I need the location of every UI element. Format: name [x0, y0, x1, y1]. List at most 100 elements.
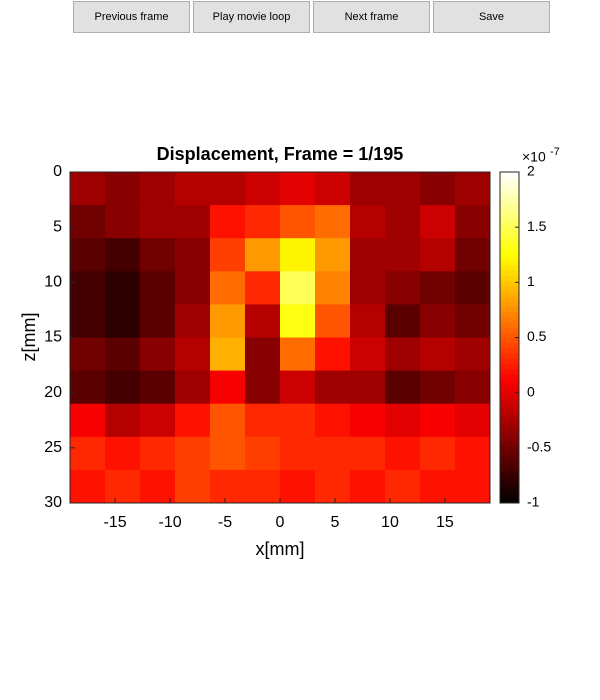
colorbar-tick-label: -0.5 [527, 439, 551, 455]
y-tick-label: 10 [44, 274, 62, 291]
heatmap-cell [280, 238, 316, 272]
heatmap-cell [350, 304, 386, 338]
heatmap-cell [420, 271, 456, 305]
heatmap-cell [455, 403, 491, 438]
colorbar-swatch [500, 415, 519, 421]
colorbar-swatch [500, 208, 519, 214]
x-tick-label: -15 [104, 514, 127, 531]
y-tick-label: 15 [44, 329, 62, 346]
colorbar-swatch [500, 482, 519, 488]
heatmap-cell [280, 337, 316, 372]
heatmap-cell [280, 469, 316, 504]
heatmap-cell [245, 403, 281, 438]
heatmap-cell [70, 337, 106, 372]
heatmap-cell [350, 403, 386, 438]
colorbar-swatch [500, 275, 519, 282]
heatmap-cell [175, 172, 211, 206]
heatmap-cell [105, 271, 141, 305]
heatmap-cell [175, 370, 211, 405]
colorbar-swatch [500, 394, 519, 401]
button[interactable]: Previous frame [73, 1, 190, 33]
colorbar-swatch [500, 213, 519, 220]
heatmap-cell [315, 205, 351, 239]
colorbar-tick-label: 2 [527, 163, 535, 179]
heatmap-cell [175, 403, 211, 438]
colorbar-swatch [500, 404, 519, 411]
colorbar-swatch [500, 290, 519, 297]
heatmap-cell [70, 172, 106, 206]
colorbar-swatch [500, 239, 519, 245]
heatmap-cell [175, 238, 211, 272]
colorbar-swatch [500, 301, 519, 307]
heatmap-cell [245, 205, 281, 239]
heatmap-cell [280, 172, 316, 206]
colorbar-tick-label: 1.5 [527, 218, 547, 234]
heatmap-cell [315, 271, 351, 305]
heatmap-cell [350, 271, 386, 305]
colorbar-exponent: -7 [550, 146, 560, 158]
heatmap-cell [385, 304, 421, 338]
button[interactable]: Save [433, 1, 550, 33]
heatmap-cell [70, 403, 106, 438]
heatmap-cell [245, 370, 281, 405]
heatmap-cell [105, 172, 141, 206]
heatmap-cell [175, 271, 211, 305]
heatmap-cell [385, 271, 421, 305]
heatmap-cell [245, 436, 281, 471]
colorbar-swatch [500, 363, 519, 370]
colorbar-swatch [500, 249, 519, 256]
heatmap-cell [140, 271, 176, 305]
colorbar-swatch [500, 456, 519, 463]
x-tick-label: -5 [218, 514, 232, 531]
heatmap-cell [420, 238, 456, 272]
colorbar-swatch [500, 492, 519, 499]
heatmap-cell [140, 370, 176, 405]
colorbar-swatch [500, 265, 519, 271]
colorbar-swatch [500, 182, 519, 189]
heatmap-cell [70, 205, 106, 239]
colorbar-swatch [500, 203, 519, 209]
y-tick-label: 20 [44, 384, 62, 401]
colorbar-swatch [500, 172, 519, 178]
heatmap-cell [175, 304, 211, 338]
heatmap-cell [210, 205, 246, 239]
heatmap-cell [140, 304, 176, 338]
colorbar-swatch [500, 327, 519, 333]
x-tick-label: 5 [331, 514, 340, 531]
heatmap-cell [70, 436, 106, 471]
heatmap-cell [105, 370, 141, 405]
colorbar-swatch [500, 425, 519, 432]
heatmap-cell [175, 436, 211, 471]
heatmap-cell [105, 469, 141, 504]
colorbar-tick-label: 1 [527, 273, 535, 289]
heatmap-cell [70, 271, 106, 305]
colorbar-swatch [500, 254, 519, 261]
colorbar-swatch [500, 187, 519, 194]
heatmap-cell [245, 238, 281, 272]
colorbar-swatch [500, 259, 519, 266]
colorbar-swatch [500, 177, 519, 183]
button[interactable]: Next frame [313, 1, 430, 33]
heatmap-cell [210, 370, 246, 405]
heatmap-cell [105, 403, 141, 438]
plot-frame [69, 171, 491, 504]
heatmap-cell [350, 337, 386, 372]
heatmap-cell [385, 337, 421, 372]
heatmap-cell [140, 238, 176, 272]
heatmap-cell [315, 370, 351, 405]
colorbar-swatch [500, 337, 519, 344]
heatmap-cell [315, 172, 351, 206]
heatmap-cell [105, 238, 141, 272]
colorbar-swatch [500, 353, 519, 359]
colorbar-swatch [500, 373, 519, 380]
heatmap-cell [140, 205, 176, 239]
heatmap-cell [315, 436, 351, 471]
heatmap-cell [385, 469, 421, 504]
heatmap-cell [280, 271, 316, 305]
button[interactable]: Play movie loop [193, 1, 310, 33]
colorbar-swatch [500, 234, 519, 240]
colorbar-swatch [500, 321, 519, 328]
heatmap-cell [280, 205, 316, 239]
